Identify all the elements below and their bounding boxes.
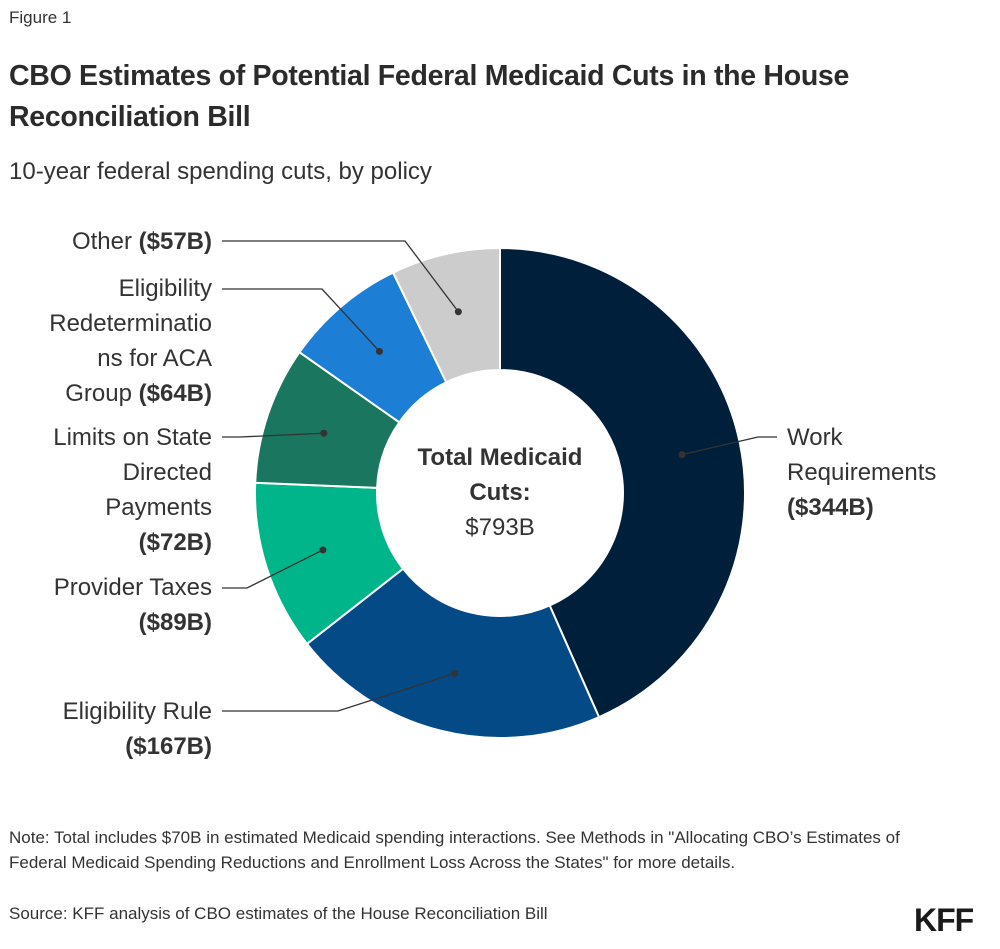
slice-label-line: Payments bbox=[53, 490, 212, 525]
slice-label-line: Provider Taxes bbox=[54, 570, 212, 605]
leader-dot-eligibility-rule bbox=[451, 669, 459, 677]
slice-label-text: Group bbox=[65, 380, 132, 407]
center-title: Total Medicaid Cuts: bbox=[417, 444, 583, 506]
slice-label-limits-on-state-directed-payments: Limits on State Directed Payments ($72B) bbox=[53, 420, 212, 560]
leader-line-eligibility-redeterminations-for-aca-group bbox=[222, 288, 380, 352]
slice-label-other: Other ($57B) bbox=[72, 224, 212, 259]
slices-group bbox=[254, 246, 746, 739]
slice-other bbox=[391, 246, 501, 384]
slice-label-text: Payments bbox=[105, 494, 212, 521]
slice-label-text: Provider Taxes bbox=[53, 574, 212, 601]
leader-line-work-requirements bbox=[681, 436, 777, 456]
slice-label-text: Eligibility Rule bbox=[62, 698, 212, 725]
slice-label-line: Eligibility Rule bbox=[63, 694, 212, 729]
slice-label-text: Work bbox=[787, 424, 843, 451]
leader-lines-group bbox=[222, 240, 777, 712]
slice-eligibility-rule bbox=[305, 567, 601, 739]
slice-value-label: ($64B) bbox=[131, 380, 212, 407]
chart-source: Source: KFF analysis of CBO estimates of… bbox=[9, 904, 548, 923]
slice-label-line: Other ($57B) bbox=[72, 224, 212, 259]
slice-label-text: Limits on State bbox=[53, 424, 212, 451]
leader-line-eligibility-rule bbox=[222, 672, 455, 712]
slice-label-provider-taxes: Provider Taxes ($89B) bbox=[54, 570, 212, 640]
slice-label-line: Limits on State bbox=[53, 420, 212, 455]
slice-label-line: Redeterminatio bbox=[49, 306, 212, 341]
slice-label-text: Requirements bbox=[787, 459, 937, 486]
slice-work-requirements bbox=[499, 246, 746, 719]
slice-value-label: ($72B) bbox=[138, 529, 212, 556]
slice-label-text: ns for ACA bbox=[97, 345, 212, 372]
slice-label-text: Eligibility bbox=[118, 275, 212, 302]
slice-label-line: ns for ACA bbox=[49, 341, 212, 376]
slice-value-label: ($344B) bbox=[787, 494, 874, 521]
chart-subtitle: 10-year federal spending cuts, by policy bbox=[9, 158, 432, 185]
slice-label-text: Other bbox=[71, 228, 132, 255]
leader-line-other bbox=[222, 240, 459, 313]
slice-label-work-requirements: Work Requirements ($344B) bbox=[787, 420, 936, 525]
leader-dot-eligibility-redeterminations-for-aca-group bbox=[375, 347, 383, 355]
leader-line-limits-on-state-directed-payments bbox=[222, 432, 324, 438]
slice-label-line: Directed bbox=[53, 455, 212, 490]
slice-label-line: Eligibility bbox=[49, 271, 212, 306]
leader-dot-provider-taxes bbox=[319, 546, 327, 554]
kff-logo: KFF bbox=[914, 902, 974, 938]
slice-label-eligibility-rule: Eligibility Rule ($167B) bbox=[63, 694, 212, 764]
slice-label-line: Group ($64B) bbox=[49, 376, 212, 411]
chart-title: CBO Estimates of Potential Federal Medic… bbox=[9, 60, 850, 133]
center-value: $793B bbox=[465, 514, 535, 541]
slice-label-line: Work bbox=[787, 420, 936, 455]
slice-label-eligibility-redeterminations: Eligibility Redeterminatio ns for ACA Group… bbox=[49, 271, 212, 411]
slice-value-label: ($57B) bbox=[131, 228, 212, 255]
leader-dot-other bbox=[454, 308, 462, 316]
chart-note: Note: Total includes $70B in estimated M… bbox=[9, 828, 900, 872]
leader-dot-work-requirements bbox=[678, 451, 686, 459]
slice-label-line: Requirements bbox=[787, 455, 936, 490]
slice-label-text: Redeterminatio bbox=[49, 310, 212, 337]
figure-label: Figure 1 bbox=[9, 8, 72, 27]
slice-value-label: ($167B) bbox=[125, 733, 212, 760]
slice-value-label: ($89B) bbox=[138, 609, 212, 636]
leader-line-provider-taxes bbox=[222, 549, 324, 589]
donut-center-label: Total Medicaid Cuts: $793B bbox=[390, 440, 610, 545]
leader-dot-limits-on-state-directed-payments bbox=[320, 429, 328, 437]
slice-label-text: Directed bbox=[122, 459, 212, 486]
